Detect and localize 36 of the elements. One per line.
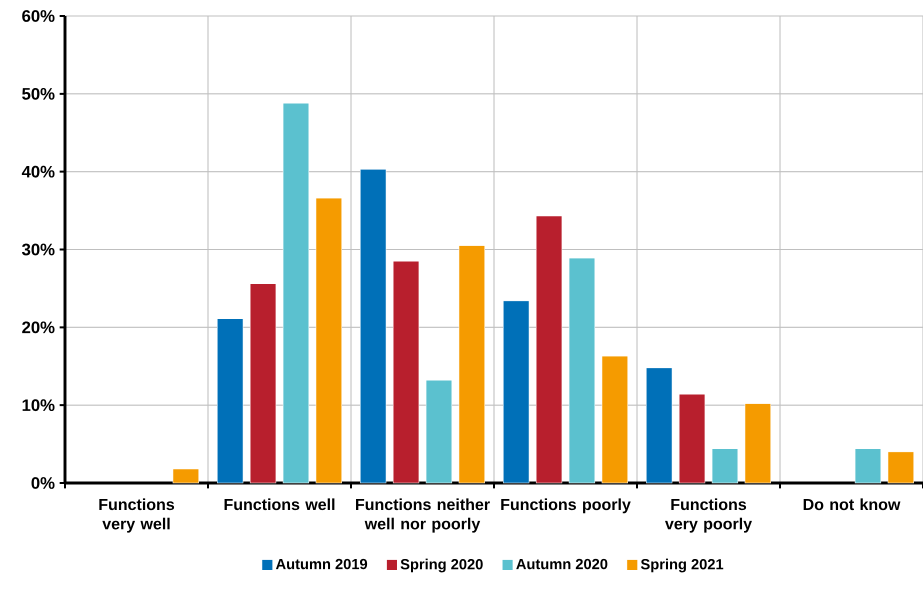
bar bbox=[250, 283, 276, 484]
bar bbox=[854, 448, 882, 484]
y-tick-label: 30% bbox=[22, 244, 55, 256]
bar bbox=[712, 448, 738, 484]
bar bbox=[536, 216, 562, 484]
y-tick-label: 50% bbox=[22, 88, 55, 100]
legend-label: Autumn 2019 bbox=[276, 558, 368, 570]
x-tick-label: Functions neither well nor poorly bbox=[356, 498, 490, 533]
bar bbox=[458, 245, 485, 484]
bar bbox=[282, 102, 310, 484]
bar bbox=[426, 380, 452, 484]
y-tick-label: 60% bbox=[22, 10, 55, 22]
y-tick-label: 20% bbox=[22, 321, 55, 334]
legend-label: Autumn 2020 bbox=[516, 558, 608, 570]
bar bbox=[217, 318, 244, 484]
bar bbox=[172, 468, 199, 484]
x-tick-label: Do not know bbox=[804, 498, 900, 510]
bar bbox=[646, 368, 672, 484]
legend-label: Spring 2020 bbox=[400, 558, 483, 572]
bar bbox=[744, 403, 771, 484]
y-tick-label: 40% bbox=[22, 166, 55, 178]
bar bbox=[678, 394, 706, 484]
x-tick-label: Functions very poorly bbox=[665, 498, 752, 533]
bar bbox=[503, 300, 530, 484]
bar bbox=[888, 452, 914, 484]
x-tick-label: Functions well bbox=[224, 498, 334, 510]
bar bbox=[316, 198, 342, 484]
x-tick-label: Functions poorly bbox=[501, 498, 631, 514]
y-tick-label: 0% bbox=[32, 477, 55, 489]
bar bbox=[360, 169, 386, 484]
legend-label: Spring 2021 bbox=[640, 558, 724, 572]
bar bbox=[602, 356, 628, 484]
x-tick-label: Functions very well bbox=[99, 498, 174, 533]
bar bbox=[568, 258, 596, 484]
bar bbox=[392, 260, 420, 484]
y-tick-label: 10% bbox=[22, 399, 55, 412]
